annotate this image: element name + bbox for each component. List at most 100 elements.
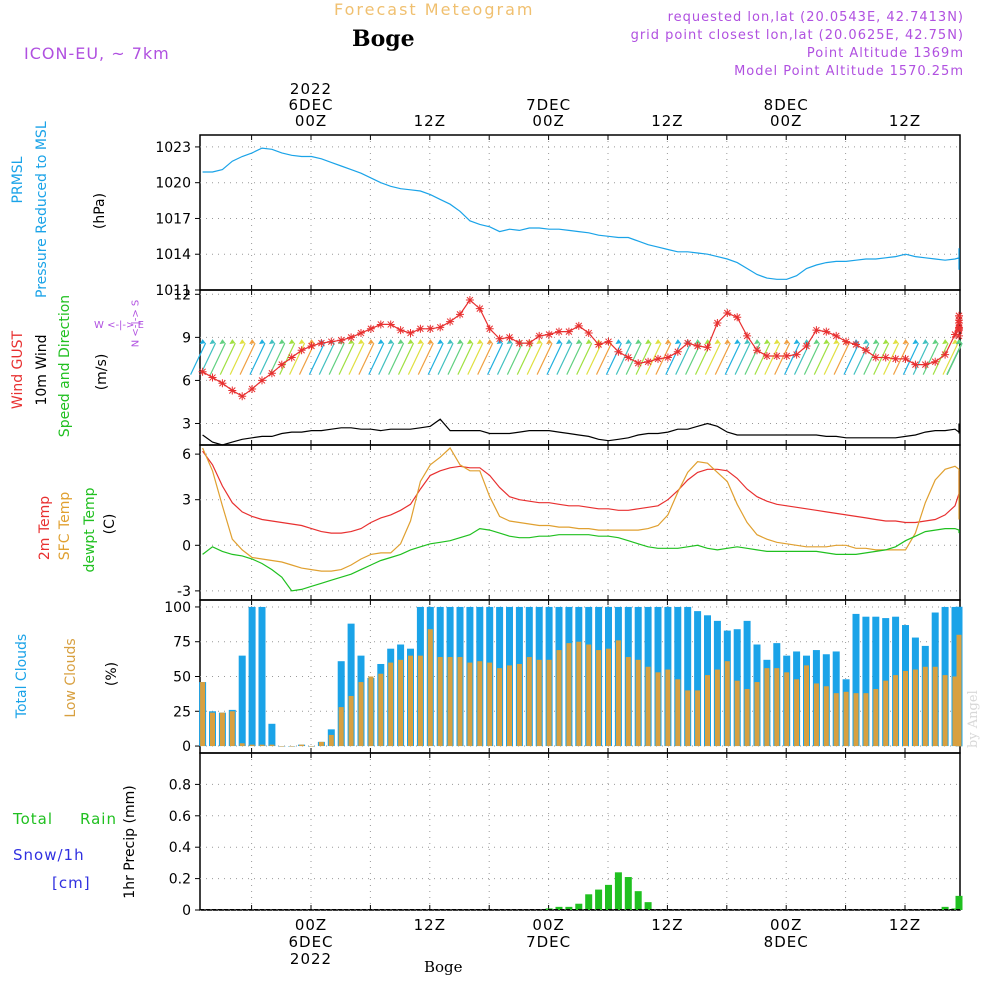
wind-direction-arrowhead xyxy=(793,339,800,345)
low-cloud-bar xyxy=(348,695,354,747)
low-cloud-bar xyxy=(833,693,839,747)
gust-marker xyxy=(733,313,742,322)
wind-direction-arrowhead xyxy=(754,339,760,345)
low-cloud-bar xyxy=(774,668,780,747)
low-cloud-bar xyxy=(299,744,305,747)
gust-marker xyxy=(941,350,950,359)
wind-direction-arrow xyxy=(477,342,494,375)
gust-marker xyxy=(287,353,296,362)
low-cloud-bar xyxy=(318,741,324,747)
wind-direction-arrow xyxy=(595,342,613,375)
total-cloud-bar xyxy=(238,655,246,747)
rain-label: Rain xyxy=(80,810,117,828)
gust-marker xyxy=(456,310,464,319)
bottom-time-label: 7DEC xyxy=(526,933,571,951)
wind-direction-arrowhead xyxy=(635,339,642,345)
top-time-label: 6DEC xyxy=(288,96,333,114)
low-cloud-bar xyxy=(635,659,641,747)
gust-marker xyxy=(446,317,455,326)
y-tick-label: 50 xyxy=(173,670,191,686)
total-cloud-bar xyxy=(268,723,276,747)
gust-marker xyxy=(881,353,890,362)
wind-direction-arrowhead xyxy=(655,339,661,345)
wind-direction-arrowhead xyxy=(833,339,840,345)
wind-direction-arrowhead xyxy=(952,339,958,345)
gust-marker xyxy=(515,339,524,348)
low-cloud-bar xyxy=(764,668,770,747)
gust-marker xyxy=(594,340,603,349)
footer-location: Boge xyxy=(424,958,463,976)
wind-direction-arrowhead xyxy=(377,339,384,345)
low-cloud-bar xyxy=(903,670,908,747)
wind-direction-arrowhead xyxy=(872,339,879,345)
wind-direction-arrowhead xyxy=(209,339,216,345)
wind-direction-arrowhead xyxy=(486,339,493,345)
gust-marker xyxy=(574,321,583,330)
gust-marker xyxy=(604,337,613,346)
gust-marker xyxy=(762,352,771,361)
low-cloud-bar xyxy=(516,663,522,747)
y-tick-label: 0 xyxy=(182,538,191,554)
top-time-label: 12Z xyxy=(651,112,683,130)
wind-direction-arrowhead xyxy=(694,339,701,345)
total-cloud-bar xyxy=(347,623,355,747)
gust-marker xyxy=(564,327,573,336)
low-cloud-bar xyxy=(883,680,889,747)
gust-marker xyxy=(713,319,722,328)
low-cloud-bar xyxy=(615,640,621,747)
wind-direction-arrow xyxy=(556,342,573,375)
total-cloud-bar xyxy=(743,620,751,747)
gust-marker xyxy=(198,367,207,376)
wind-direction-arrow xyxy=(863,342,880,375)
total-cloud-bar xyxy=(852,613,860,747)
low-cloud-bar xyxy=(893,675,899,747)
wind-direction-arrowhead xyxy=(407,339,414,345)
gust-marker xyxy=(555,327,563,336)
wind-direction-arrow xyxy=(239,342,256,375)
wind-direction-arrowhead xyxy=(674,339,681,345)
gust-marker xyxy=(871,353,880,362)
gust-marker xyxy=(535,331,544,340)
wind-direction-arrow xyxy=(823,342,840,375)
wind-direction-arrowhead xyxy=(367,339,374,345)
low-cloud-bar xyxy=(338,707,344,747)
y-tick-label: 3 xyxy=(182,493,191,509)
wind-direction-arrow xyxy=(328,342,345,375)
gust-marker xyxy=(317,339,326,348)
wind-direction-arrowhead xyxy=(956,339,962,345)
wind-direction-arrow xyxy=(833,342,850,375)
gust-marker xyxy=(228,386,237,395)
wind-direction-arrow xyxy=(417,342,434,375)
wind-direction-arrow xyxy=(348,342,365,375)
wind-direction-arrowhead xyxy=(506,339,513,345)
gust-marker xyxy=(654,354,662,363)
wind-direction-arrowhead xyxy=(249,339,256,345)
gust-marker xyxy=(337,336,346,345)
y-tick-label: 25 xyxy=(173,704,191,720)
gust-marker xyxy=(297,346,306,355)
gust-marker xyxy=(584,329,593,338)
wind-direction-arrow xyxy=(447,342,464,375)
wind-direction-arrow xyxy=(764,342,781,375)
bottom-time-label: 00Z xyxy=(770,916,802,934)
wind-direction-arrow xyxy=(576,342,593,375)
wind-direction-arrowhead xyxy=(862,339,869,345)
gust-marker xyxy=(267,369,276,378)
wind-direction-arrow xyxy=(229,342,246,375)
series-prmsl xyxy=(202,147,960,280)
rain-bar xyxy=(565,906,573,910)
wind-direction-arrowhead xyxy=(882,339,889,345)
wind-direction-arrowhead xyxy=(773,339,780,345)
wind-direction-arrowhead xyxy=(536,339,543,345)
gust-marker xyxy=(891,354,900,363)
bottom-time-label: 12Z xyxy=(651,916,683,934)
top-time-label: 00Z xyxy=(295,112,327,130)
requested-coords: requested lon,lat (20.0543E, 42.7413N) xyxy=(667,10,964,25)
gust-marker xyxy=(951,330,959,339)
gust-marker xyxy=(723,308,732,317)
wind-direction-arrow xyxy=(467,342,484,375)
low-cloud-bar xyxy=(734,680,740,747)
top-time-label: 00Z xyxy=(770,112,802,130)
low-cloud-bar xyxy=(487,662,493,747)
low-cloud-bar xyxy=(536,659,542,747)
